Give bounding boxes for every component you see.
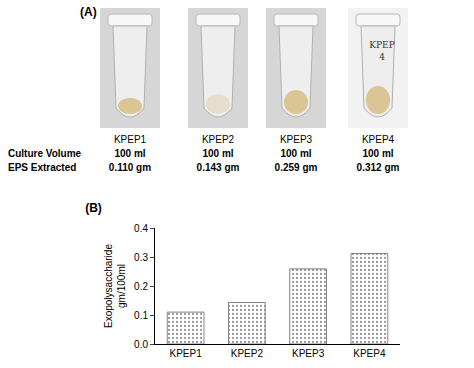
- svg-text:0.110 gm: 0.110 gm: [109, 162, 151, 173]
- svg-text:KPEP4: KPEP4: [353, 348, 386, 359]
- svg-text:0.1: 0.1: [134, 310, 148, 321]
- svg-text:100 ml: 100 ml: [202, 148, 233, 159]
- svg-text:Exopolysaccharidegm/100ml: Exopolysaccharidegm/100ml: [103, 244, 127, 328]
- svg-text:KPEP2: KPEP2: [202, 134, 235, 145]
- svg-text:100 ml: 100 ml: [280, 148, 311, 159]
- svg-text:100 ml: 100 ml: [362, 148, 393, 159]
- svg-text:4: 4: [379, 52, 385, 62]
- svg-text:KPEP3: KPEP3: [280, 134, 313, 145]
- svg-text:EPS Extracted: EPS Extracted: [8, 162, 76, 173]
- svg-text:KPEP4: KPEP4: [362, 134, 395, 145]
- svg-text:0.4: 0.4: [134, 223, 148, 234]
- svg-text:(A): (A): [80, 5, 97, 19]
- svg-text:KPEP3: KPEP3: [292, 348, 325, 359]
- svg-text:KPEP1: KPEP1: [170, 348, 203, 359]
- svg-text:0.3: 0.3: [134, 252, 148, 263]
- svg-text:KPEP: KPEP: [369, 40, 394, 50]
- svg-text:KPEP1: KPEP1: [114, 134, 147, 145]
- svg-text:0.312 gm: 0.312 gm: [357, 162, 400, 173]
- svg-text:0.2: 0.2: [134, 281, 148, 292]
- svg-text:0.0: 0.0: [134, 339, 148, 350]
- svg-text:0.143 gm: 0.143 gm: [197, 162, 240, 173]
- svg-text:KPEP2: KPEP2: [231, 348, 264, 359]
- svg-text:100 ml: 100 ml: [114, 148, 145, 159]
- svg-text:0.259 gm: 0.259 gm: [275, 162, 318, 173]
- svg-text:Culture Volume: Culture Volume: [8, 148, 82, 159]
- svg-text:(B): (B): [85, 201, 102, 215]
